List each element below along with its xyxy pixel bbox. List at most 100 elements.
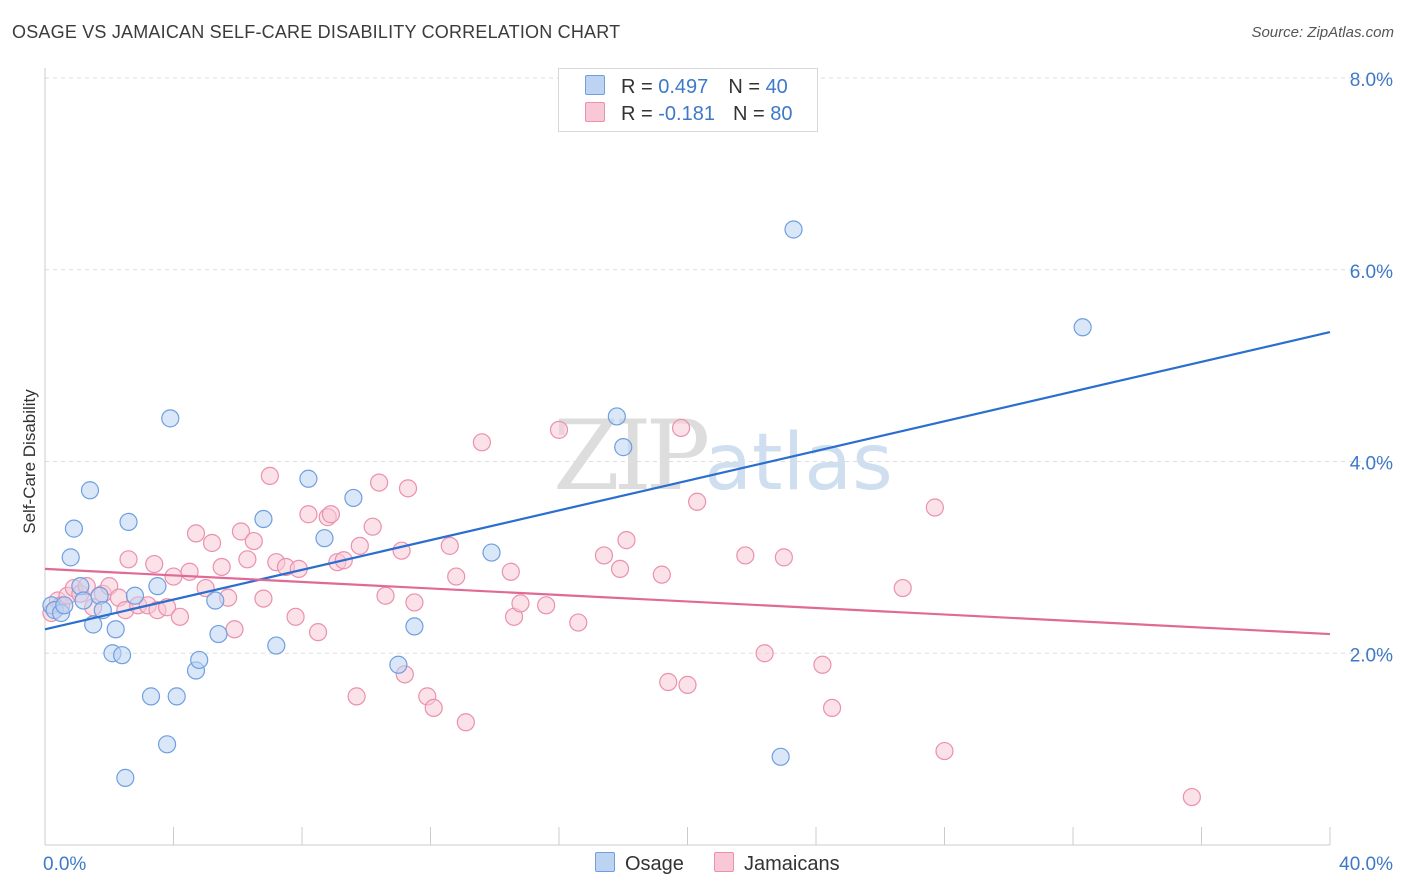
osage-point [61, 548, 80, 567]
watermark-atlas: atlas [704, 418, 893, 508]
osage-swatch [585, 75, 605, 95]
jamaican-point [736, 546, 755, 565]
osage-n-value: 40 [765, 76, 788, 98]
osage-point [209, 624, 228, 644]
jamaicans-swatch [585, 102, 605, 122]
jamaicans-r-label: R = [621, 103, 659, 125]
jamaican-point [511, 594, 530, 613]
source-label: Source: ZipAtlas.com [1251, 24, 1394, 41]
jamaican-point [405, 593, 424, 612]
jamaican-point [610, 559, 630, 578]
jamaican-point [925, 498, 944, 517]
chart-title: OSAGE VS JAMAICAN SELF-CARE DISABILITY C… [12, 22, 621, 42]
osage-point [614, 438, 633, 457]
jamaican-point [549, 420, 569, 439]
jamaican-point [212, 557, 231, 577]
osage-trend-line [44, 330, 1331, 631]
jamaicans-n-label: N = [732, 103, 771, 125]
jamaican-point [456, 713, 475, 732]
axis-ticks [44, 827, 1331, 845]
osage-point [254, 509, 273, 529]
jamaican-point [238, 550, 257, 569]
jamaican-point [286, 607, 305, 626]
bottom-jamaicans-swatch [714, 852, 734, 872]
jamaican-point [225, 620, 244, 639]
jamaican-point [1182, 787, 1201, 807]
osage-point [148, 577, 167, 596]
osage-point [141, 687, 161, 706]
y-tick-label: 8.0% [1350, 70, 1393, 91]
jamaican-point [186, 524, 206, 543]
jamaican-point [774, 548, 793, 567]
osage-point [161, 409, 180, 428]
data-points [42, 220, 1201, 807]
jamaican-point [145, 554, 164, 574]
jamaican-point [617, 531, 636, 550]
jamaican-point [347, 687, 366, 706]
osage-point [206, 591, 225, 610]
osage-point [1073, 318, 1092, 337]
trend-lines [44, 330, 1331, 636]
jamaican-point [260, 466, 279, 485]
jamaican-point [893, 578, 912, 598]
bottom-osage-label: Osage [625, 853, 684, 875]
osage-r-value: 0.497 [658, 76, 709, 98]
jamaican-point [501, 562, 520, 581]
osage-point [607, 407, 626, 426]
jamaican-point [440, 536, 459, 555]
jamaican-point [231, 522, 251, 541]
jamaican-trend-line [44, 567, 1331, 636]
correlation-legend: R = 0.497 N = 40 R = -0.181 N = 80 [558, 68, 818, 132]
bottom-osage-swatch [595, 852, 615, 872]
osage-point [389, 655, 408, 674]
osage-point [315, 529, 334, 548]
jamaican-point [659, 672, 678, 692]
bottom-jamaicans-label: Jamaicans [744, 853, 840, 875]
osage-point [80, 481, 100, 500]
jamaican-point [472, 433, 491, 452]
jamaican-point [447, 567, 466, 586]
osage-point [299, 469, 318, 488]
osage-point [74, 591, 93, 610]
osage-point [482, 543, 501, 562]
osage-point [167, 687, 186, 706]
osage-point [64, 519, 84, 538]
jamaican-point [299, 505, 318, 524]
y-tick-label: 6.0% [1350, 262, 1393, 283]
jamaican-point [822, 698, 842, 717]
axis-labels: 2.0% 4.0% 6.0% 8.0% 0.0% 40.0% Self-Care Disab… [20, 70, 1393, 875]
osage-point [405, 617, 424, 636]
osage-point [344, 488, 363, 508]
jamaican-point [424, 698, 443, 717]
osage-point [125, 586, 145, 605]
osage-point [784, 220, 803, 239]
y-tick-label: 4.0% [1350, 454, 1393, 475]
jamaican-point [321, 505, 341, 524]
osage-point [116, 768, 135, 787]
jamaican-point [688, 492, 707, 511]
osage-point [190, 650, 209, 670]
axes [44, 68, 1330, 846]
x-tick-label-max: 40.0% [1339, 854, 1393, 875]
osage-point [119, 512, 138, 532]
jamaican-point [308, 623, 328, 642]
osage-r-label: R = [621, 76, 659, 98]
osage-point [106, 620, 125, 639]
jamaican-point [363, 517, 382, 536]
jamaican-point [935, 741, 954, 761]
jamaican-point [569, 613, 588, 632]
y-axis-title: Self-Care Disability [20, 389, 39, 534]
jamaican-point [370, 473, 389, 492]
jamaican-point [376, 586, 395, 605]
jamaican-point [652, 565, 671, 584]
osage-n-label: N = [728, 76, 766, 98]
jamaican-point [398, 479, 418, 498]
jamaican-point [678, 675, 697, 694]
legend-row-osage: R = 0.497 N = 40 [585, 75, 788, 101]
jamaicans-n-value: 80 [770, 103, 793, 125]
legend-row-jamaicans: R = -0.181 N = 80 [585, 102, 792, 128]
osage-point [267, 636, 286, 655]
osage-point [112, 646, 132, 665]
jamaican-point [671, 418, 691, 438]
